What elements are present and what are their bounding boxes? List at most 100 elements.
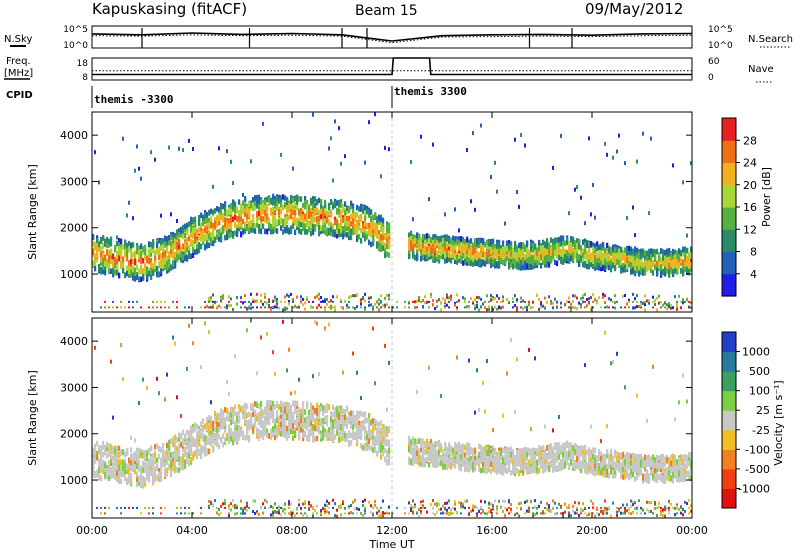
data-cell [288, 413, 290, 419]
data-cell [102, 452, 104, 458]
data-cell [622, 295, 624, 298]
data-cell [298, 306, 300, 309]
data-cell [566, 300, 568, 303]
data-cell [442, 248, 444, 254]
data-cell [608, 306, 610, 308]
data-cell [252, 301, 254, 303]
data-cell [494, 261, 496, 267]
data-cell [164, 468, 166, 474]
data-cell [420, 301, 422, 303]
data-cell [632, 293, 634, 296]
data-cell [278, 307, 280, 310]
data-cell [182, 441, 184, 447]
data-cell [204, 228, 206, 234]
data-cell [142, 483, 144, 489]
data-cell [208, 449, 210, 455]
data-cell [188, 441, 190, 447]
data-cell [410, 246, 412, 252]
data-cell [196, 443, 198, 449]
data-cell [188, 139, 190, 143]
data-cell [300, 208, 302, 214]
y-tick-label: 1000 [60, 268, 88, 281]
data-cell [498, 261, 500, 267]
data-cell [418, 296, 420, 299]
data-cell [656, 261, 658, 267]
data-cell [590, 212, 592, 216]
data-cell [170, 438, 172, 444]
data-cell [152, 306, 154, 308]
data-cell [528, 250, 530, 256]
data-cell [236, 207, 238, 213]
data-cell [304, 409, 306, 415]
data-cell [600, 245, 602, 251]
colorbar-swatch [722, 118, 736, 141]
data-cell [112, 416, 114, 420]
data-cell [638, 305, 640, 308]
data-cell [164, 306, 166, 308]
data-cell [504, 259, 506, 265]
data-cell [124, 463, 126, 469]
data-cell [420, 135, 422, 139]
data-cell [128, 201, 130, 205]
data-cell [178, 255, 180, 261]
data-cell [228, 425, 230, 431]
data-cell [212, 185, 214, 189]
data-cell [208, 234, 210, 240]
data-cell [386, 238, 388, 244]
data-cell [426, 246, 428, 252]
data-cell [306, 402, 308, 408]
data-cell [428, 246, 430, 252]
data-cell [190, 431, 192, 437]
data-cell [488, 306, 490, 308]
data-cell [274, 502, 276, 505]
data-cell [264, 210, 266, 216]
data-cell [290, 405, 292, 411]
data-cell [546, 301, 548, 304]
data-cell [188, 453, 190, 459]
data-cell [478, 296, 480, 299]
data-cell [156, 249, 158, 255]
data-cell [228, 438, 230, 444]
data-cell [382, 235, 384, 241]
data-cell [518, 243, 520, 249]
data-cell [552, 166, 554, 170]
data-cell [588, 263, 590, 269]
data-cell [420, 241, 422, 247]
data-cell [496, 255, 498, 261]
data-cell [142, 461, 144, 467]
data-cell [180, 247, 182, 253]
data-cell [364, 293, 366, 296]
data-cell [256, 198, 258, 204]
data-cell [496, 243, 498, 249]
data-cell [184, 233, 186, 239]
data-cell [134, 268, 136, 274]
colorbar-tick-label: 4 [750, 268, 757, 281]
data-cell [238, 404, 240, 410]
data-cell [646, 299, 648, 302]
data-cell [120, 343, 122, 347]
data-cell [204, 306, 206, 308]
freq-series-line [92, 58, 692, 75]
data-cell [532, 260, 534, 266]
data-cell [126, 271, 128, 277]
data-cell [650, 263, 652, 269]
data-cell [170, 462, 172, 468]
data-cell [286, 368, 288, 372]
data-cell [124, 240, 126, 246]
data-cell [280, 401, 282, 407]
data-cell [270, 308, 272, 311]
data-cell [306, 221, 308, 227]
data-cell [242, 512, 244, 515]
data-cell [340, 213, 342, 219]
data-cell [498, 306, 500, 309]
data-cell [414, 306, 416, 309]
data-cell [120, 249, 122, 255]
data-cell [492, 259, 494, 265]
data-cell [124, 469, 126, 475]
data-cell [296, 401, 298, 407]
data-cell [114, 258, 116, 264]
data-cell [166, 265, 168, 271]
data-cell [192, 147, 194, 151]
data-cell [112, 306, 114, 308]
data-cell [330, 212, 332, 218]
